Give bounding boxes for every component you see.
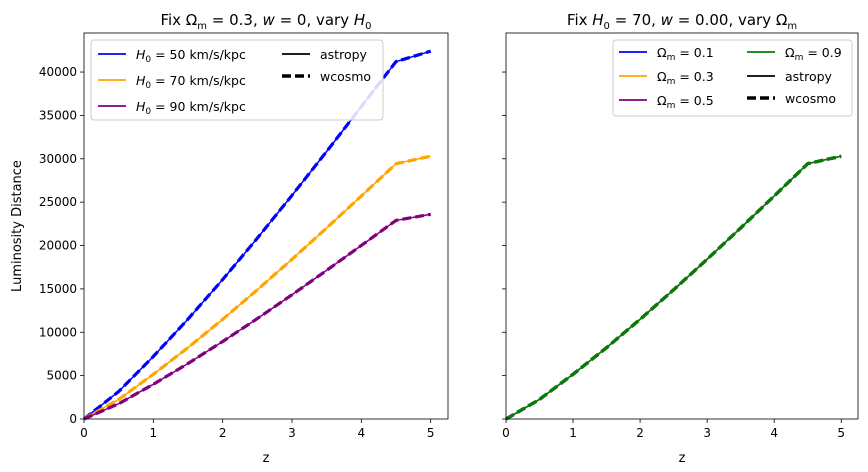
x-axis-label-right: z: [679, 451, 686, 466]
series-line-astropy: [505, 155, 842, 420]
chart-panel-left: Fix Ωm = 0.3, w = 0, vary H0 0 1 2 3 4 5 0 5000…: [10, 11, 449, 466]
series-line-wcosmo: [83, 154, 432, 421]
axes-frame-left: [83, 32, 449, 420]
x-tick-label: 1: [569, 426, 577, 440]
y-tick-label: 40000: [39, 65, 77, 79]
x-tick-label: 0: [80, 426, 88, 440]
x-tick-label: 4: [358, 426, 366, 440]
series-line-astropy: [505, 155, 842, 420]
y-tick-label: 5000: [46, 369, 77, 383]
legend-right: Ωm = 0.1 Ωm = 0.3 Ωm = 0.5 Ωm = 0.9 astr…: [612, 39, 853, 117]
chart-title-left: Fix Ωm = 0.3, w = 0, vary H0: [160, 11, 371, 32]
x-tick-label: 5: [427, 426, 435, 440]
legend-label-astropy-left: astropy: [320, 47, 368, 62]
ticks-layer-right: 0 1 2 3 4 5: [502, 71, 845, 440]
series-line-wcosmo: [505, 154, 842, 421]
y-tick-label: 20000: [39, 239, 77, 253]
series-layer-right: [505, 154, 842, 421]
legend-box-left: [90, 39, 384, 121]
x-tick-label: 1: [150, 426, 158, 440]
series-line-wcosmo: [83, 212, 431, 421]
legend-label-h50: H0 = 50 km/s/kpc: [136, 47, 246, 65]
series-line-wcosmo: [505, 154, 842, 421]
y-tick-label: 10000: [39, 325, 77, 339]
x-tick-label: 4: [770, 426, 778, 440]
y-axis-label-left: Luminosity Distance: [10, 160, 25, 292]
y-tick-label: 0: [69, 412, 77, 426]
y-tick-label: 15000: [39, 282, 77, 296]
x-tick-label: 2: [219, 426, 227, 440]
x-tick-label: 2: [636, 426, 644, 440]
legend-label-om01: Ωm = 0.1: [657, 45, 714, 63]
legend-label-om05: Ωm = 0.5: [657, 93, 714, 111]
series-line-astropy: [505, 155, 842, 420]
x-tick-label: 3: [703, 426, 711, 440]
legend-label-wcosmo-right: wcosmo: [785, 91, 836, 106]
legend-left: H0 = 50 km/s/kpc H0 = 70 km/s/kpc H0 = 9…: [90, 39, 384, 121]
series-line-wcosmo: [505, 154, 842, 421]
legend-label-h90: H0 = 90 km/s/kpc: [136, 99, 246, 117]
x-axis-label-left: z: [263, 451, 270, 466]
x-tick-label: 3: [288, 426, 296, 440]
axes-frame-right: [505, 32, 859, 420]
legend-label-wcosmo-left: wcosmo: [320, 69, 371, 84]
legend-box-right: [612, 39, 853, 117]
legend-label-om09: Ωm = 0.9: [785, 45, 842, 63]
series-line-wcosmo: [505, 154, 842, 421]
legend-label-astropy-right: astropy: [785, 69, 833, 84]
chart-title-right: Fix H0 = 70, w = 0.00, vary Ωm: [567, 11, 797, 32]
ticks-layer-left: 0 1 2 3 4 5 0 5000 10000 15000 20000 25000 30000 3500…: [39, 65, 435, 440]
y-tick-label: 25000: [39, 195, 77, 209]
series-line-astropy: [83, 155, 431, 420]
series-line-astropy: [505, 155, 842, 420]
y-tick-label: 30000: [39, 152, 77, 166]
legend-label-om03: Ωm = 0.3: [657, 69, 714, 87]
legend-label-h70: H0 = 70 km/s/kpc: [136, 73, 246, 91]
x-tick-label: 5: [837, 426, 845, 440]
x-tick-label: 0: [502, 426, 510, 440]
y-tick-label: 35000: [39, 108, 77, 122]
